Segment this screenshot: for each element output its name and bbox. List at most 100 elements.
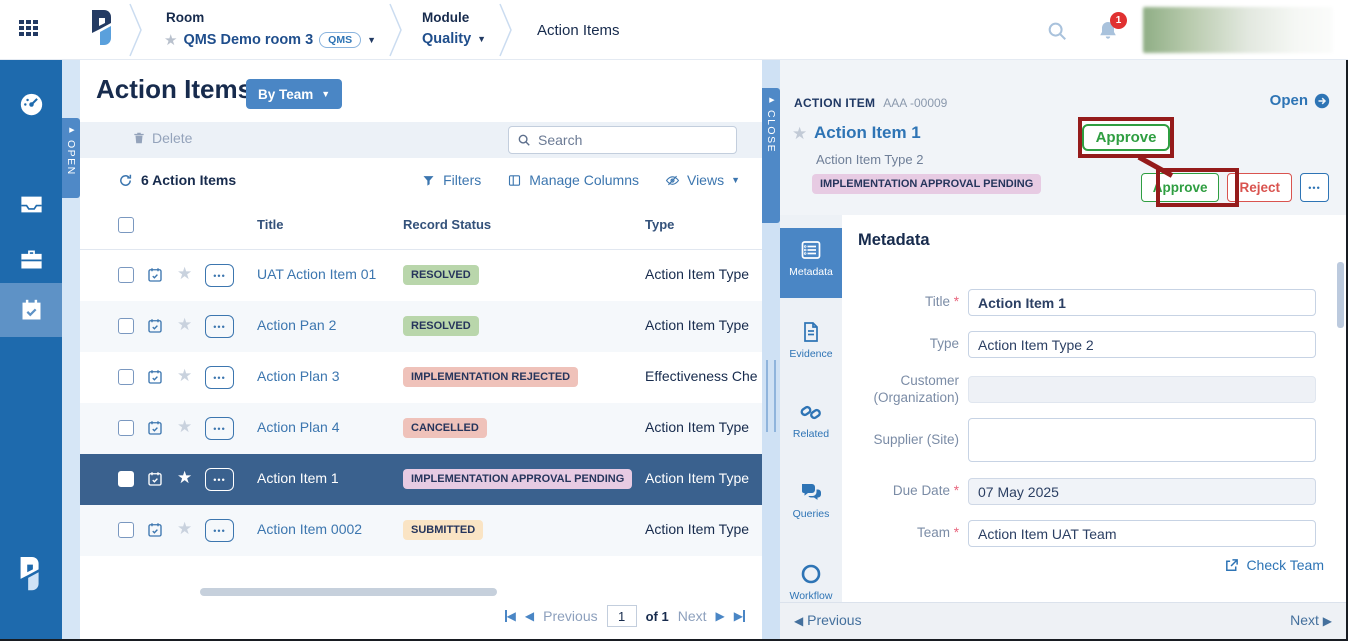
star-icon[interactable]: ★ (177, 519, 193, 538)
refresh-count[interactable]: 6 Action Items (118, 172, 236, 188)
tab-workflow-label: Workflow (789, 590, 833, 602)
row-title-link[interactable]: Action Item 0002 (257, 521, 363, 537)
search-icon[interactable] (1046, 20, 1068, 47)
sidebar-item-inbox[interactable] (0, 177, 62, 231)
delete-button[interactable]: Delete (132, 130, 192, 146)
sidebar-item-action-items[interactable] (0, 283, 62, 337)
row-title-link[interactable]: Action Item 1 (257, 470, 339, 486)
user-profile-area[interactable] (1143, 7, 1333, 53)
filter-icon (423, 175, 434, 186)
tab-workflow[interactable]: Workflow (780, 552, 842, 602)
page-number-input[interactable]: 1 (606, 605, 637, 627)
row-calendar-icon[interactable] (146, 317, 164, 335)
team-field[interactable] (968, 520, 1316, 547)
row-title-link[interactable]: Action Pan 2 (257, 317, 337, 333)
table-header: Title Record Status Type (80, 204, 762, 250)
star-icon[interactable]: ★ (177, 264, 193, 283)
row-more-button[interactable]: ••• (205, 468, 234, 491)
row-more-button[interactable]: ••• (205, 417, 234, 440)
next-page-button[interactable]: Next (677, 608, 707, 624)
apps-grid-icon[interactable] (16, 16, 48, 44)
close-panel-tab[interactable]: ▶ CLOSE (762, 88, 780, 223)
more-actions-button[interactable]: ••• (1300, 173, 1329, 202)
row-checkbox[interactable] (118, 267, 134, 283)
star-icon[interactable]: ★ (177, 417, 193, 436)
open-record-link[interactable]: Open (1270, 92, 1330, 109)
supplier-field[interactable] (968, 418, 1316, 462)
title-field[interactable] (968, 289, 1316, 316)
horizontal-scrollbar[interactable] (200, 588, 497, 596)
row-calendar-icon[interactable] (146, 368, 164, 386)
previous-page-button[interactable]: Previous (543, 608, 598, 624)
row-title-link[interactable]: Action Plan 4 (257, 419, 340, 435)
row-checkbox[interactable] (118, 369, 134, 385)
field-label-due-date: Due Date * (892, 483, 959, 499)
views-dropdown[interactable]: Views ▼ (665, 172, 740, 188)
search-input[interactable] (538, 132, 728, 148)
breadcrumb-module-label: Module (422, 10, 470, 25)
first-page-button[interactable]: ◀ (504, 609, 516, 623)
views-eye-icon (665, 175, 680, 185)
open-panel-tab[interactable]: ▶ OPEN (62, 118, 80, 198)
row-title-link[interactable]: UAT Action Item 01 (257, 266, 377, 282)
row-title-link[interactable]: Action Plan 3 (257, 368, 340, 384)
panel-vertical-scrollbar[interactable] (1337, 262, 1344, 328)
breadcrumb-module-selector[interactable]: Quality ▼ (422, 31, 486, 47)
by-team-dropdown[interactable]: By Team ▼ (246, 79, 343, 109)
last-page-button[interactable]: ▶ (734, 609, 745, 623)
table-row[interactable]: ★ ••• Action Item 0002 SUBMITTED Action … (80, 505, 762, 556)
item-count-label: 6 Action Items (141, 172, 237, 188)
row-checkbox[interactable] (118, 420, 134, 436)
table-row[interactable]: ★ ••• UAT Action Item 01 RESOLVED Action… (80, 250, 762, 301)
next-record-button[interactable]: Next ▶ (1290, 612, 1332, 628)
manage-columns-button[interactable]: Manage Columns (507, 172, 639, 188)
row-calendar-icon[interactable] (146, 521, 164, 539)
star-icon[interactable]: ★ (177, 366, 193, 385)
columns-icon (509, 174, 521, 186)
filters-button[interactable]: Filters (421, 172, 481, 188)
row-more-button[interactable]: ••• (205, 519, 234, 542)
previous-record-button[interactable]: ◀ Previous (794, 612, 862, 628)
field-label-supplier: Supplier (Site) (873, 431, 959, 447)
approve-button[interactable]: Approve (1140, 173, 1220, 202)
table-row[interactable]: ★ ••• Action Pan 2 RESOLVED Action Item … (80, 301, 762, 352)
check-team-link[interactable]: Check Team (1224, 557, 1324, 573)
star-icon[interactable]: ★ (177, 468, 193, 487)
sidebar-item-dashboard[interactable] (0, 77, 62, 131)
panel-record-title[interactable]: Action Item 1 (814, 123, 921, 142)
row-type: Effectiveness Che (645, 368, 758, 384)
row-calendar-icon[interactable] (146, 470, 164, 488)
tab-evidence[interactable]: Evidence (780, 310, 842, 360)
tab-queries[interactable]: Queries (780, 470, 842, 520)
table-row[interactable]: ★ ••• Action Plan 3 IMPLEMENTATION REJEC… (80, 352, 762, 403)
status-badge: RESOLVED (403, 265, 479, 285)
tab-related[interactable]: Related (780, 390, 842, 440)
table-row[interactable]: ★ ••• Action Plan 4 CANCELLED Action Ite… (80, 403, 762, 454)
star-icon[interactable]: ★ (177, 315, 193, 334)
breadcrumb-room-selector[interactable]: ★ QMS Demo room 3 QMS ▼ (164, 31, 376, 49)
select-all-checkbox[interactable] (118, 217, 134, 233)
previous-page-icon[interactable]: ◀ (524, 609, 535, 623)
row-calendar-icon[interactable] (146, 419, 164, 437)
row-more-button[interactable]: ••• (205, 315, 234, 338)
tab-metadata[interactable]: Metadata (780, 228, 842, 298)
table-rows: ★ ••• UAT Action Item 01 RESOLVED Action… (80, 250, 762, 556)
star-icon[interactable]: ★ (792, 124, 808, 143)
row-more-button[interactable]: ••• (205, 366, 234, 389)
row-more-button[interactable]: ••• (205, 264, 234, 287)
row-checkbox[interactable] (118, 318, 134, 334)
sidebar-brand-logo (13, 555, 49, 602)
breadcrumb-chevron (499, 3, 512, 57)
row-checkbox[interactable] (118, 522, 134, 538)
next-page-icon[interactable]: ▶ (715, 609, 725, 623)
reject-button[interactable]: Reject (1227, 173, 1292, 202)
row-calendar-icon[interactable] (146, 266, 164, 284)
row-checkbox[interactable] (118, 471, 134, 487)
table-row-selected[interactable]: ★ ••• Action Item 1 IMPLEMENTATION APPRO… (80, 454, 762, 505)
tab-related-label: Related (792, 428, 830, 440)
sidebar-item-workspace[interactable] (0, 232, 62, 286)
type-field[interactable] (968, 331, 1316, 358)
views-label: Views (686, 172, 725, 188)
briefcase-icon (20, 250, 42, 268)
panel-resize-handle[interactable] (766, 360, 776, 432)
